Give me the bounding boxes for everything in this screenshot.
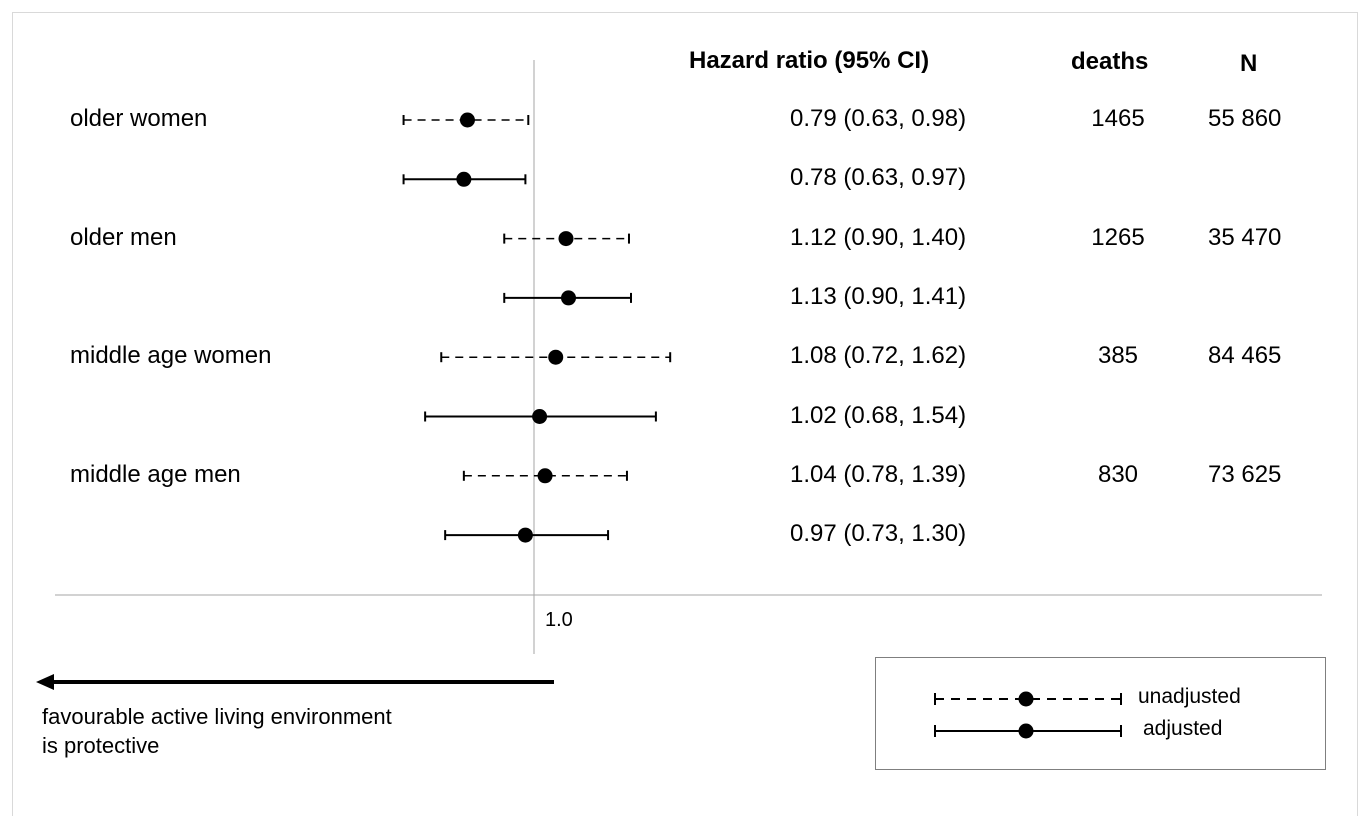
hr-ci-label: 1.08 (0.72, 1.62) [790, 342, 967, 370]
legend-swatch-unadjusted [934, 691, 1122, 707]
deaths-value: 830 [1097, 460, 1139, 488]
n-value: 55 860 [1208, 105, 1282, 132]
header-hazard-ratio: Hazard ratio (95% CI) [689, 47, 930, 74]
chart-frame [12, 12, 1358, 816]
n-value: 84 465 [1208, 342, 1282, 370]
row-label: older men [70, 223, 177, 251]
hr-point [561, 290, 577, 306]
ci-mark-adjusted [402, 171, 527, 187]
header-n: N [1240, 50, 1258, 77]
hr-point [459, 112, 475, 128]
ci-mark-unadjusted [440, 349, 672, 365]
hr-point [517, 527, 533, 543]
hr-point [548, 349, 564, 365]
ci-mark-unadjusted [402, 112, 530, 128]
hr-ci-label: 0.97 (0.73, 1.30) [790, 520, 967, 548]
hr-point [456, 171, 472, 187]
x-tick-1: 1.0 [545, 609, 573, 631]
legend-label-unadjusted: unadjusted [1138, 685, 1241, 708]
hr-ci-label: 0.79 (0.63, 0.98) [790, 105, 967, 132]
row-label: middle age women [70, 342, 272, 370]
hr-ci-label: 1.02 (0.68, 1.54) [790, 401, 967, 429]
legend-label-adjusted: adjusted [1143, 717, 1223, 740]
n-value: 35 470 [1208, 223, 1282, 251]
ci-mark-adjusted [444, 527, 610, 543]
direction-note: favourable active living environment is … [42, 702, 392, 760]
legend-swatch-adjusted [934, 723, 1122, 739]
row-label: older women [70, 105, 208, 132]
ci-mark-unadjusted [503, 231, 630, 247]
deaths-value: 1465 [1091, 105, 1145, 132]
direction-note-line1: favourable active living environment [42, 704, 392, 729]
legend: unadjusted adjusted [875, 657, 1326, 770]
ci-mark-adjusted [424, 409, 657, 424]
hr-ci-label: 1.12 (0.90, 1.40) [790, 223, 967, 251]
deaths-value: 385 [1097, 342, 1139, 370]
ci-mark-adjusted [503, 290, 632, 306]
direction-arrow-head [36, 674, 54, 690]
hr-ci-label: 0.78 (0.63, 0.97) [790, 164, 967, 192]
hr-point [532, 409, 548, 424]
deaths-value: 1265 [1091, 223, 1145, 251]
row-label: middle age men [70, 460, 241, 488]
hr-point [558, 231, 574, 247]
n-value: 73 625 [1208, 460, 1282, 488]
legend-swatches [934, 691, 1122, 739]
hr-ci-label: 1.13 (0.90, 1.41) [790, 282, 967, 310]
direction-note-line2: is protective [42, 733, 160, 758]
hr-point [537, 468, 553, 484]
header-deaths: deaths [1071, 48, 1149, 75]
hr-ci-label: 1.04 (0.78, 1.39) [790, 460, 967, 488]
ci-mark-unadjusted [462, 468, 628, 484]
